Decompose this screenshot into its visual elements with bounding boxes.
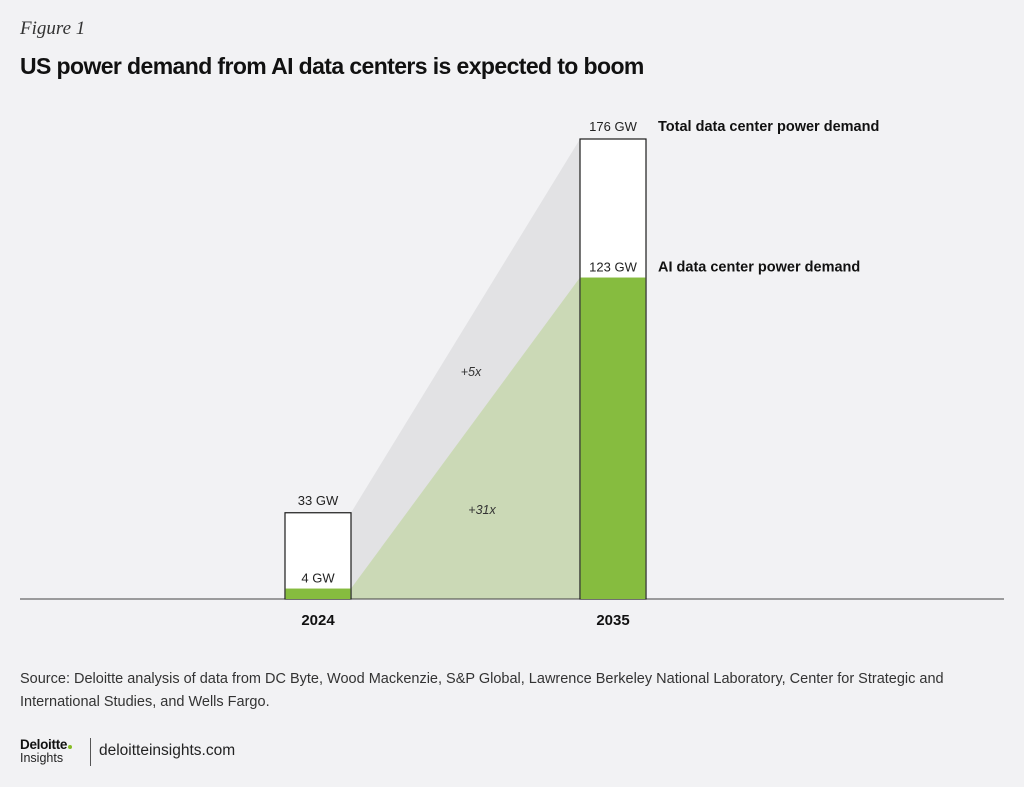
total-bar-2024: [284, 512, 352, 600]
footer-url[interactable]: deloitteinsights.com: [99, 742, 236, 759]
ai-bar-2024: [285, 588, 351, 599]
brand-dot-icon: [68, 745, 73, 749]
ai-value-label-2024: 4 GW: [301, 571, 335, 586]
legend-total: Total data center power demand: [658, 119, 879, 135]
total-value-label-2035: 176 GW: [589, 119, 637, 134]
figure-label: Figure 1: [20, 18, 86, 39]
brand-name: Deloitte: [20, 737, 68, 752]
total-value-label-2024: 33 GW: [298, 493, 339, 508]
growth-label-ai: +31x: [468, 503, 496, 517]
legend-ai: AI data center power demand: [658, 260, 860, 276]
x-tick-label-2035: 2035: [596, 612, 629, 629]
ai-bar-2035: [580, 277, 646, 599]
brand-subtitle: Insights: [20, 751, 64, 765]
ai-value-label-2035: 123 GW: [589, 260, 637, 275]
chart: 33 GW 4 GW 2024 176 GW 123 GW 2035 Total data …: [20, 119, 1004, 629]
source-note: Source: Deloitte analysis of data from D…: [20, 671, 944, 710]
chart-title: US power demand from AI data centers is …: [20, 53, 644, 79]
x-tick-label-2024: 2024: [301, 612, 335, 629]
growth-label-total: +5x: [461, 365, 482, 379]
footer-divider: [90, 738, 91, 766]
deloitte-logo: Deloitte: [20, 737, 73, 752]
ai-growth-wedge: [351, 277, 580, 599]
